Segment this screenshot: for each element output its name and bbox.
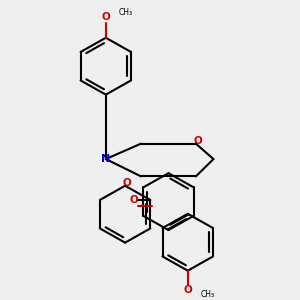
Text: O: O: [194, 136, 203, 146]
Text: O: O: [183, 285, 192, 296]
Text: O: O: [122, 178, 131, 188]
Text: O: O: [101, 12, 110, 22]
Text: O: O: [130, 195, 138, 205]
Text: CH₃: CH₃: [200, 290, 214, 299]
Text: CH₃: CH₃: [118, 8, 133, 17]
Text: N: N: [101, 154, 110, 164]
